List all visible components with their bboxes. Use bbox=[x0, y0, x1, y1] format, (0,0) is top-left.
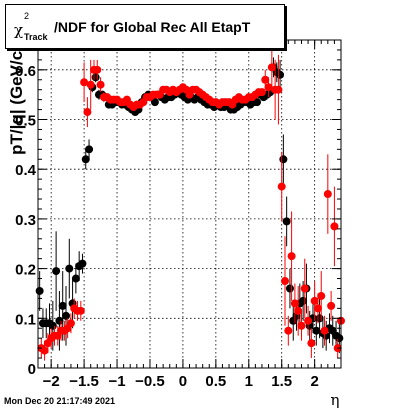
x-tick-label: −1 bbox=[108, 373, 125, 390]
data-point bbox=[276, 70, 285, 79]
data-point bbox=[150, 98, 159, 107]
data-point bbox=[96, 80, 105, 89]
data-point bbox=[327, 301, 336, 310]
data-point bbox=[307, 339, 316, 348]
data-point bbox=[48, 321, 57, 330]
data-point bbox=[83, 108, 92, 117]
data-point bbox=[294, 306, 303, 315]
y-tick-label: 0.6 bbox=[15, 63, 36, 80]
data-point bbox=[65, 264, 74, 273]
data-point bbox=[277, 182, 286, 191]
series-2 bbox=[37, 42, 345, 361]
data-point bbox=[86, 80, 95, 89]
data-point bbox=[93, 65, 102, 74]
data-point bbox=[91, 73, 100, 82]
data-point bbox=[267, 63, 276, 72]
x-tick-label: 1.5 bbox=[271, 373, 292, 390]
data-point bbox=[78, 259, 87, 268]
data-point bbox=[282, 217, 291, 226]
data-point bbox=[40, 346, 49, 355]
data-point bbox=[71, 274, 80, 283]
axis-ticks: −2 −1.5 −1 −0.5 0 0.5 1 1.5 2 0 0.1 0.2 0.3 0.4 0.5 0.6 bbox=[15, 40, 342, 390]
data-point bbox=[264, 83, 273, 92]
y-tick-label: 0.4 bbox=[15, 162, 37, 179]
data-point bbox=[284, 326, 293, 335]
x-tick-label: 2 bbox=[310, 373, 318, 390]
x-axis-label: η bbox=[331, 391, 340, 409]
data-point bbox=[253, 98, 262, 107]
y-tick-label: 0.3 bbox=[15, 212, 36, 229]
y-tick-label: 0.5 bbox=[15, 113, 36, 130]
data-point bbox=[313, 304, 322, 313]
data-point bbox=[52, 267, 61, 276]
data-point bbox=[304, 316, 313, 325]
x-tick-label: −1.5 bbox=[69, 373, 99, 390]
chart-title: /NDF for Global Rec All EtapT bbox=[54, 19, 251, 35]
data-point bbox=[320, 326, 329, 335]
chart-title-box: χ 2 Track /NDF for Global Rec All EtapT bbox=[5, 4, 285, 49]
title-chi-superscript: 2 bbox=[24, 11, 30, 21]
title-chi-symbol: χ bbox=[14, 21, 24, 39]
x-tick-label: −0.5 bbox=[135, 373, 165, 390]
data-point bbox=[257, 88, 266, 97]
y-tick-label: 0.1 bbox=[15, 311, 36, 328]
data-point bbox=[317, 291, 326, 300]
data-point bbox=[287, 252, 296, 261]
data-point bbox=[310, 296, 319, 305]
data-point bbox=[66, 319, 75, 328]
y-tick-label: 0.2 bbox=[15, 262, 36, 279]
data-point bbox=[323, 190, 332, 199]
data-point bbox=[297, 321, 306, 330]
data-point bbox=[281, 277, 290, 286]
y-axis-label: pT/|q| (GeV/c) bbox=[7, 45, 26, 155]
data-point bbox=[80, 78, 89, 87]
timestamp: Mon Dec 20 21:17:49 2021 bbox=[4, 396, 116, 406]
data-point bbox=[330, 222, 339, 231]
data-point bbox=[58, 301, 67, 310]
data-point bbox=[81, 155, 90, 164]
data-point bbox=[290, 299, 299, 308]
data-point bbox=[274, 85, 283, 94]
data-point bbox=[85, 145, 94, 154]
title-chi-subscript: Track bbox=[24, 32, 48, 42]
x-tick-label: 0 bbox=[179, 373, 187, 390]
data-point bbox=[312, 326, 321, 335]
y-tick-label: 0 bbox=[28, 361, 36, 378]
data-point bbox=[261, 75, 270, 84]
series-layer bbox=[35, 42, 345, 361]
data-point bbox=[279, 155, 288, 164]
data-point bbox=[61, 311, 70, 320]
data-point bbox=[300, 284, 309, 293]
data-point bbox=[285, 284, 294, 293]
x-tick-label: −2 bbox=[43, 373, 60, 390]
x-tick-label: 1 bbox=[245, 373, 253, 390]
x-tick-label: 0.5 bbox=[205, 373, 226, 390]
data-point bbox=[76, 306, 85, 315]
